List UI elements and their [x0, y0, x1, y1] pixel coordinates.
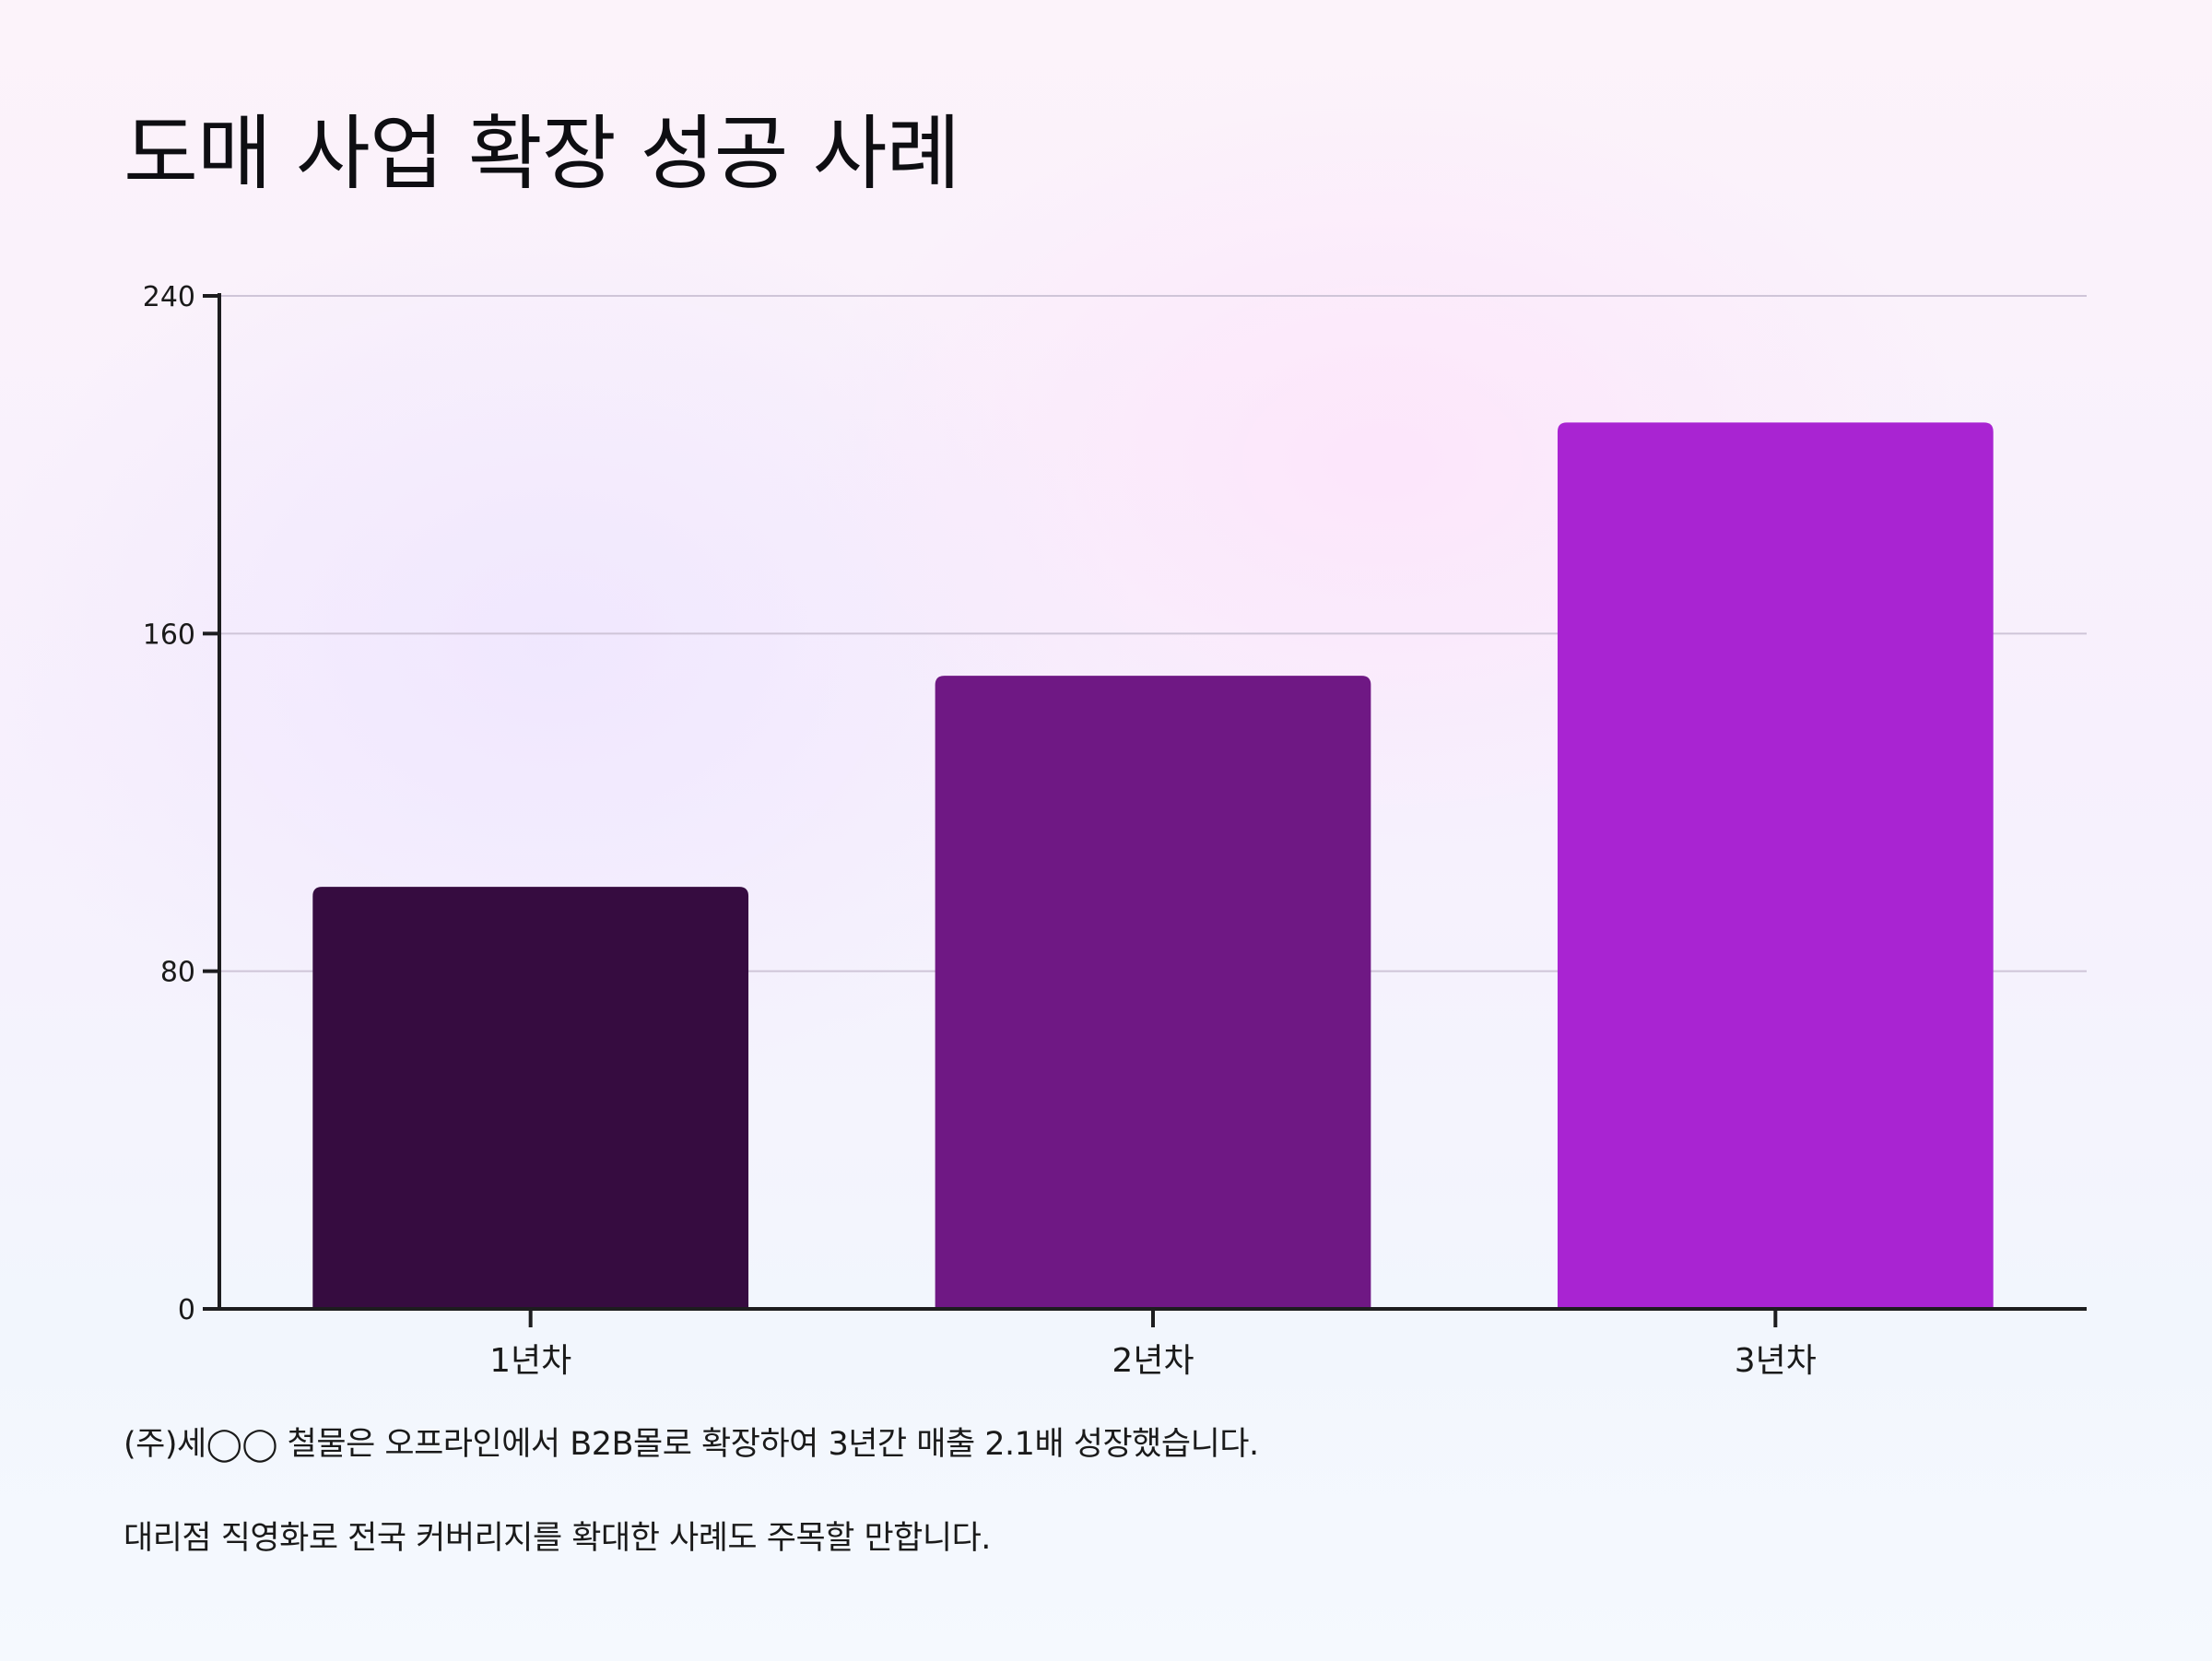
- footnote-2: 대리점 직영화로 전국 커버리지를 확대한 사례도 주목할 만합니다.: [124, 1520, 991, 1557]
- x-tick-label: 1년차: [489, 1342, 571, 1380]
- x-tick-label: 2년차: [1112, 1342, 1194, 1380]
- bar-chart: 0 80 160 240 1년차 2년차 3년차: [143, 281, 2087, 1380]
- y-tick-label: 240: [143, 281, 195, 313]
- y-tick-label: 160: [143, 618, 195, 651]
- y-axis-ticks: 0 80 160 240: [143, 281, 219, 1326]
- footnote-1: (주)세◯◯ 철물은 오프라인에서 B2B몰로 확장하여 3년간 매출 2.1배…: [124, 1426, 1259, 1463]
- y-tick-label: 0: [178, 1294, 195, 1326]
- y-tick-label: 80: [160, 957, 195, 989]
- x-tick-label: 3년차: [1735, 1342, 1817, 1380]
- bars: [312, 422, 1994, 1309]
- bar-1: [312, 887, 749, 1309]
- bar-3: [1557, 422, 1994, 1309]
- bar-2: [935, 676, 1371, 1309]
- page-title: 도매 사업 확장 성공 사례: [124, 106, 960, 201]
- x-axis-ticks: 1년차 2년차 3년차: [489, 1309, 1817, 1380]
